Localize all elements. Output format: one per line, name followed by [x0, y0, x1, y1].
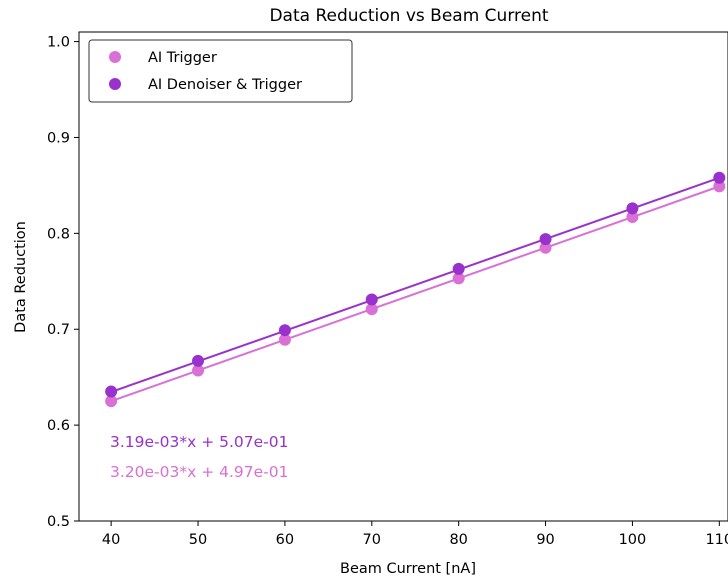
data-point-series-1 [539, 233, 552, 246]
axes-frame [78, 31, 728, 522]
chart-title: Data Reduction vs Beam Current [269, 6, 548, 26]
data-point-series-1 [626, 202, 639, 215]
fit-line-series-1 [110, 176, 720, 393]
fit-line-series-0 [110, 185, 720, 403]
y-tick-label: 1.0 [47, 35, 70, 51]
legend-box [88, 39, 353, 103]
data-point-series-0 [192, 364, 205, 377]
legend-marker-ai-denoiser-trigger [109, 78, 121, 90]
data-point-series-1 [365, 293, 378, 306]
data-point-series-1 [105, 385, 118, 398]
x-tick-label: 110 [705, 532, 728, 548]
data-point-series-1 [713, 171, 726, 184]
fit-equation-denoiser-trigger: 3.19e-03*x + 5.07e-01 [110, 433, 289, 451]
fit-lines [110, 176, 720, 403]
x-tick-label: 50 [189, 532, 207, 548]
y-tick-label: 0.7 [47, 322, 70, 338]
legend-label-ai-trigger: AI Trigger [148, 50, 217, 66]
y-tick-label: 0.8 [47, 226, 70, 242]
x-axis-label: Beam Current [nA] [340, 561, 476, 577]
y-axis-label: Data Reduction [13, 221, 29, 333]
x-tick-label: 60 [276, 532, 294, 548]
data-point-series-0 [713, 180, 726, 193]
data-point-series-0 [365, 303, 378, 316]
data-point-series-0 [452, 272, 465, 285]
data-points [105, 171, 726, 408]
x-tick-label: 40 [102, 532, 120, 548]
y-tick-label: 0.6 [47, 418, 70, 434]
data-point-series-1 [278, 324, 291, 337]
x-axis: 40 50 60 70 80 90 100 110 [102, 521, 728, 548]
data-point-series-0 [626, 211, 639, 224]
data-point-series-1 [192, 354, 205, 367]
x-tick-label: 100 [619, 532, 647, 548]
fit-equation-trigger: 3.20e-03*x + 4.97e-01 [110, 463, 289, 481]
legend-marker-ai-trigger [109, 51, 121, 63]
plot-area [78, 31, 728, 522]
y-axis: 0.5 0.6 0.7 0.8 0.9 1.0 [47, 35, 79, 530]
data-point-series-0 [278, 333, 291, 346]
y-tick-label: 0.9 [47, 130, 70, 146]
legend-label-ai-denoiser-trigger: AI Denoiser & Trigger [148, 77, 302, 93]
legend: AI Trigger AI Denoiser & Trigger [88, 39, 353, 103]
data-point-series-0 [105, 395, 118, 408]
x-tick-label: 70 [363, 532, 381, 548]
data-point-series-0 [539, 241, 552, 254]
y-tick-label: 0.5 [47, 514, 70, 530]
x-tick-label: 80 [449, 532, 467, 548]
x-tick-label: 90 [536, 532, 554, 548]
data-point-series-1 [452, 262, 465, 275]
